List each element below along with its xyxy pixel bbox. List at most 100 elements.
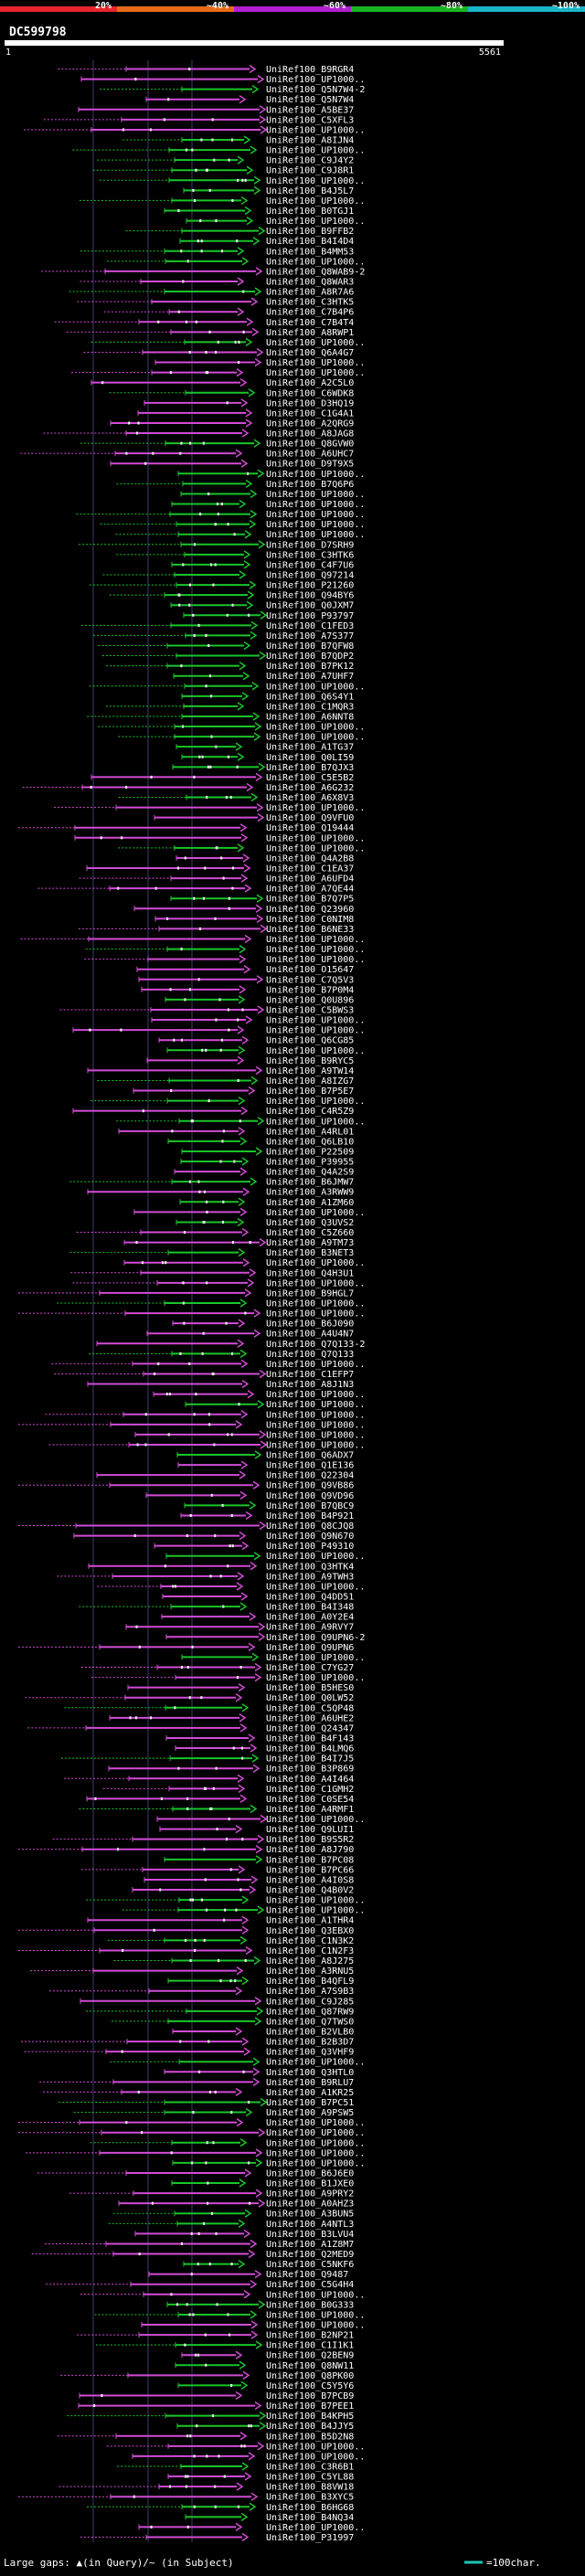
hit-label[interactable]: UniRef100_C0NIM8 — [266, 915, 354, 925]
hit-row[interactable]: UniRef100_A6X8V3 — [118, 792, 355, 803]
hit-row[interactable]: UniRef100_UP1000.. — [115, 530, 366, 540]
hit-label[interactable]: UniRef100_P31997 — [266, 2533, 354, 2543]
hit-label[interactable]: UniRef100_UP1000.. — [266, 1390, 365, 1400]
hit-label[interactable]: UniRef100_Q22304 — [266, 1471, 354, 1481]
hit-row[interactable]: UniRef100_A2C5L0 — [90, 378, 354, 388]
hit-row[interactable]: UniRef100_UP1000.. — [79, 196, 366, 207]
hit-row[interactable]: UniRef100_A7S9B3 — [49, 1987, 354, 1997]
hit-label[interactable]: UniRef100_UP1000.. — [266, 833, 365, 843]
hit-label[interactable]: UniRef100_B2VLB0 — [266, 2027, 354, 2037]
hit-row[interactable]: UniRef100_Q5N7W4-2 — [100, 85, 365, 95]
hit-row[interactable]: UniRef100_D9T9X5 — [110, 459, 354, 470]
hit-label[interactable]: UniRef100_A8J1N3 — [266, 1380, 354, 1390]
hit-label[interactable]: UniRef100_P49310 — [266, 1542, 354, 1552]
hit-label[interactable]: UniRef100_C1N3K2 — [266, 1936, 354, 1946]
hit-label[interactable]: UniRef100_B7QJX3 — [266, 763, 354, 773]
hit-row[interactable]: UniRef100_UP1000.. — [180, 489, 365, 500]
hit-label[interactable]: UniRef100_Q9VFU0 — [266, 813, 354, 823]
hit-row[interactable]: UniRef100_A4NTL3 — [108, 2219, 355, 2230]
hit-row[interactable]: UniRef100_Q6S4Y1 — [181, 692, 354, 702]
hit-label[interactable]: UniRef100_A2QRG9 — [266, 419, 354, 429]
hit-label[interactable]: UniRef100_Q9487 — [266, 2270, 348, 2280]
hit-row[interactable]: UniRef100_C6WDK8 — [109, 388, 355, 398]
hit-label[interactable]: UniRef100_UP1000.. — [266, 368, 365, 378]
hit-row[interactable]: UniRef100_A6G232 — [22, 782, 355, 793]
hit-label[interactable]: UniRef100_Q0LW52 — [266, 1693, 354, 1703]
hit-row[interactable]: UniRef100_UP1000.. — [154, 357, 365, 368]
hit-row[interactable]: UniRef100_UP1000.. — [123, 1258, 365, 1268]
hit-row[interactable]: UniRef100_A7QE44 — [37, 884, 354, 895]
hit-label[interactable]: UniRef100_B4QFL9 — [266, 1977, 354, 1987]
hit-label[interactable]: UniRef100_UP1000.. — [266, 723, 365, 733]
hit-label[interactable]: UniRef100_UP1000.. — [266, 520, 365, 530]
hit-row[interactable]: UniRef100_C4F7U6 — [171, 560, 354, 570]
hit-label[interactable]: UniRef100_B8VW18 — [266, 2483, 354, 2493]
hit-row[interactable]: UniRef100_C3HTK6 — [116, 550, 354, 560]
hit-row[interactable]: UniRef100_Q3EBX0 — [18, 1925, 354, 1936]
hit-row[interactable]: UniRef100_A6NNT8 — [87, 712, 354, 722]
hit-row[interactable]: UniRef100_Q9VD96 — [145, 1490, 354, 1501]
hit-label[interactable]: UniRef100_B6HG68 — [266, 2503, 354, 2513]
hit-row[interactable]: UniRef100_C1N3K2 — [107, 1935, 354, 1946]
hit-row[interactable]: UniRef100_C5G4H4 — [46, 2280, 354, 2290]
hit-row[interactable]: UniRef100_B9S5R2 — [52, 1835, 355, 1845]
hit-label[interactable]: UniRef100_UP1000.. — [266, 935, 365, 945]
hit-row[interactable]: UniRef100_Q3UVS2 — [176, 1217, 354, 1228]
hit-label[interactable]: UniRef100_Q9VD96 — [266, 1491, 354, 1501]
hit-label[interactable]: UniRef100_A9TM73 — [266, 1238, 354, 1248]
hit-row[interactable]: UniRef100_UP1000.. — [85, 944, 366, 955]
hit-label[interactable]: UniRef100_A3RNU5 — [266, 1966, 354, 1977]
hit-row[interactable]: UniRef100_Q22304 — [96, 1470, 354, 1481]
hit-row[interactable]: UniRef100_Q2BEN9 — [181, 2350, 354, 2361]
hit-label[interactable]: UniRef100_C4R5Z9 — [266, 1107, 354, 1117]
hit-label[interactable]: UniRef100_UP1000.. — [266, 2118, 365, 2128]
hit-row[interactable]: UniRef100_UP1000.. — [134, 1430, 365, 1440]
hit-row[interactable]: UniRef100_Q7Q133 — [89, 1349, 354, 1360]
hit-label[interactable]: UniRef100_UP1000.. — [266, 2128, 365, 2138]
hit-row[interactable]: UniRef100_B7PC08 — [164, 1855, 354, 1865]
hit-row[interactable]: UniRef100_UP1000.. — [107, 257, 365, 267]
hit-label[interactable]: UniRef100_B4JJY5 — [266, 2422, 354, 2432]
hit-row[interactable]: UniRef100_Q8PK00 — [60, 2370, 354, 2381]
hit-label[interactable]: UniRef100_Q8WAB9-2 — [266, 267, 365, 277]
hit-label[interactable]: UniRef100_C3R6B1 — [266, 2462, 354, 2472]
hit-row[interactable]: UniRef100_Q3HTL0 — [164, 2067, 354, 2078]
hit-row[interactable]: UniRef100_B3NET3 — [69, 1248, 355, 1258]
hit-label[interactable]: UniRef100_O15647 — [266, 965, 354, 975]
hit-label[interactable]: UniRef100_B5D2N8 — [266, 2432, 354, 2442]
hit-row[interactable]: UniRef100_B4F143 — [165, 1733, 354, 1744]
hit-label[interactable]: UniRef100_UP1000.. — [266, 1420, 365, 1430]
hit-label[interactable]: UniRef100_UP1000.. — [266, 1430, 365, 1440]
hit-row[interactable]: UniRef100_A3RNU5 — [30, 1966, 354, 1977]
hit-row[interactable]: UniRef100_UP1000.. — [181, 1652, 365, 1663]
hit-label[interactable]: UniRef100_B6J090 — [266, 1320, 354, 1330]
hit-row[interactable]: UniRef100_C0NIM8 — [154, 914, 354, 925]
hit-row[interactable]: UniRef100_UP1000.. — [74, 833, 365, 843]
hit-label[interactable]: UniRef100_UP1000.. — [266, 1097, 365, 1107]
hit-label[interactable]: UniRef100_Q6A4G7 — [266, 348, 354, 358]
hit-row[interactable]: UniRef100_C7B4P6 — [103, 307, 355, 318]
hit-row[interactable]: UniRef100_B6J6E0 — [37, 2168, 354, 2178]
hit-label[interactable]: UniRef100_B1JXE0 — [266, 2179, 354, 2189]
hit-row[interactable]: UniRef100_UP1000.. — [177, 469, 365, 480]
hit-row[interactable]: UniRef100_A0AHZ3 — [118, 2199, 354, 2210]
hit-row[interactable]: UniRef100_UP1000.. — [171, 499, 365, 510]
hit-label[interactable]: UniRef100_A9TWH3 — [266, 1572, 354, 1582]
hit-label[interactable]: UniRef100_UP1000.. — [266, 2321, 365, 2331]
hit-label[interactable]: UniRef100_C5XFL3 — [266, 115, 354, 125]
hit-label[interactable]: UniRef100_B4KPH5 — [266, 2412, 354, 2422]
hit-row[interactable]: UniRef100_A8J790 — [18, 1845, 354, 1855]
hit-label[interactable]: UniRef100_B9FFB2 — [266, 227, 354, 237]
hit-label[interactable]: UniRef100_UP1000.. — [266, 1278, 365, 1288]
hit-row[interactable]: UniRef100_Q6A4G7 — [83, 347, 354, 358]
hit-label[interactable]: UniRef100_B4LMQ6 — [266, 1744, 354, 1754]
hit-label[interactable]: UniRef100_UP1000.. — [266, 217, 365, 227]
hit-label[interactable]: UniRef100_B7P5E7 — [266, 1087, 354, 1097]
hit-row[interactable]: UniRef100_Q0LI59 — [181, 752, 354, 763]
hit-label[interactable]: UniRef100_B7QFW8 — [266, 641, 354, 652]
hit-row[interactable]: UniRef100_A9TW14 — [87, 1065, 354, 1076]
hit-label[interactable]: UniRef100_B6J6E0 — [266, 2168, 354, 2178]
hit-row[interactable]: UniRef100_B8VW18 — [58, 2482, 355, 2493]
hit-label[interactable]: UniRef100_UP1000.. — [266, 510, 365, 520]
hit-row[interactable]: UniRef100_UP1000.. — [20, 934, 365, 945]
